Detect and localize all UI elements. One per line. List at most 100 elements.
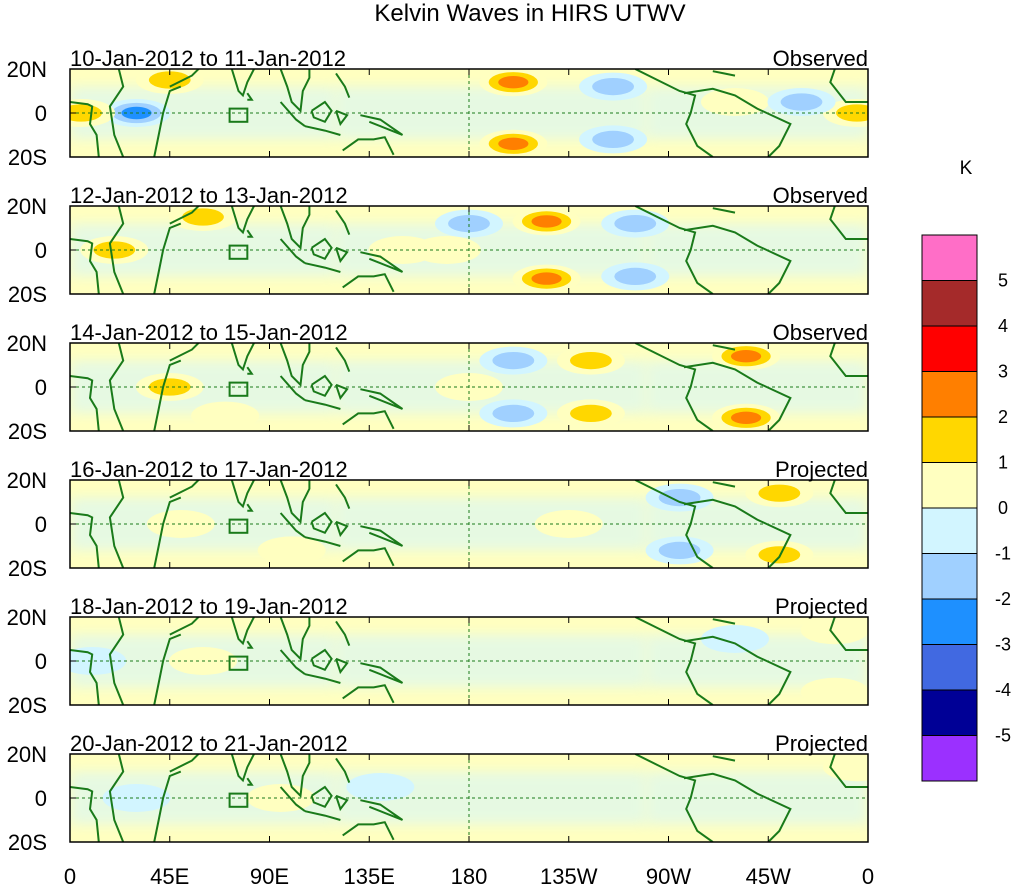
anomaly-contour [592,130,634,148]
coastline [169,754,200,773]
coastline [712,481,736,488]
y-tick-label: 20S [8,693,47,718]
colorbar-swatch [921,553,978,600]
x-tick-label: 135E [344,864,395,887]
panel-date-range: 20-Jan-2012 to 21-Jan-2012 [70,731,348,756]
x-tick-label: 135W [540,864,598,887]
coastline [279,101,306,128]
x-tick-label: 0 [64,864,76,887]
x-axis: 0 45E 90E 135E 180 135W 90W 45W 0 [64,864,874,887]
anomaly-contour [498,137,529,150]
anomaly-contour [70,104,102,122]
coastline [634,206,714,294]
coastline [108,206,125,294]
region-box-marker [228,518,249,534]
panel-status: Observed [773,46,868,71]
map-panel: 20N 0 20S 16-Jan-2012 to 17-Jan-2012 Project… [7,457,869,581]
colorbar-swatch [921,325,978,372]
anomaly-contour [701,88,769,116]
coastline [304,536,341,547]
coastline [230,206,255,235]
panel-date-range: 14-Jan-2012 to 15-Jan-2012 [70,320,348,345]
panels: 20N 0 20S 10-Jan-2012 to 11-Jan-2012 Observe… [7,46,869,855]
panel-status: Observed [773,320,868,345]
x-tick-label: 90W [646,864,691,887]
coastline [108,343,125,431]
colorbar-swatch [921,416,978,463]
coastline [335,620,351,646]
coastline [829,617,868,651]
anomaly-contour [498,76,529,89]
coastline [169,69,200,88]
coastline [70,375,100,431]
coastline [310,100,333,124]
y-tick-label: 20N [7,194,47,219]
coastline [108,69,125,157]
anomaly-contour [148,71,191,89]
anomaly-contour [182,208,224,226]
anomaly-contour [148,378,191,396]
coastline [712,207,736,214]
coastline [279,617,311,661]
panel-date-range: 16-Jan-2012 to 17-Jan-2012 [70,457,348,482]
x-tick-label: 180 [451,864,488,887]
y-tick-label: 0 [35,649,47,674]
y-tick-label: 0 [35,238,47,263]
colorbar-swatch [921,689,978,736]
colorbar-label: 5 [998,271,1008,291]
y-tick-label: 0 [35,101,47,126]
anomaly-contour [780,93,823,111]
coastline [342,273,395,293]
coastline [304,399,341,410]
coastline [335,209,351,235]
anomaly-contour [448,215,490,233]
panel-status: Projected [775,594,868,619]
map-panel: 20N 0 20S 20-Jan-2012 to 21-Jan-2012 Project… [7,731,869,855]
coastline [360,525,404,547]
y-tick-label: 20S [8,830,47,855]
colorbar-label: -5 [995,726,1011,746]
anomaly-contour [412,236,481,264]
coastline [310,785,333,809]
anomaly-contour [614,267,657,285]
coastline [342,684,395,704]
y-tick-label: 20N [7,742,47,767]
coastline [683,87,792,157]
coastline [634,343,714,431]
colorbar-label: -2 [995,589,1011,609]
coastline [360,114,404,136]
anomaly-contour [800,677,868,705]
panel-date-range: 12-Jan-2012 to 13-Jan-2012 [70,183,348,208]
coastline [169,480,200,499]
coastline [70,649,100,705]
coastline [335,346,351,372]
coastline [153,85,182,157]
coastline [153,222,182,294]
colorbar-swatch [921,280,978,327]
map-panel: 20N 0 20S 12-Jan-2012 to 13-Jan-2012 Observe… [7,183,869,307]
region-box-marker [228,381,249,397]
coastline [169,206,200,225]
coastline [683,772,792,842]
coastline [335,72,351,98]
coastline [70,512,100,568]
colorbar-label: 2 [998,407,1008,427]
y-tick-label: 0 [35,512,47,537]
colorbar-label: 0 [998,498,1008,518]
coastline [108,617,125,705]
y-tick-label: 20S [8,145,47,170]
coastline [634,617,714,705]
coastline [683,224,792,294]
coastline [829,754,868,788]
colorbar-label: 1 [998,453,1008,473]
anomaly-contour [531,215,562,228]
coastline [634,69,714,157]
coastline [335,757,351,783]
x-tick-label: 90E [250,864,289,887]
coastline [342,547,395,567]
coastline [360,799,404,821]
coastline [304,262,341,273]
anomaly-contour [701,625,769,653]
colorbar-swatch [921,644,978,691]
y-tick-label: 20S [8,556,47,581]
